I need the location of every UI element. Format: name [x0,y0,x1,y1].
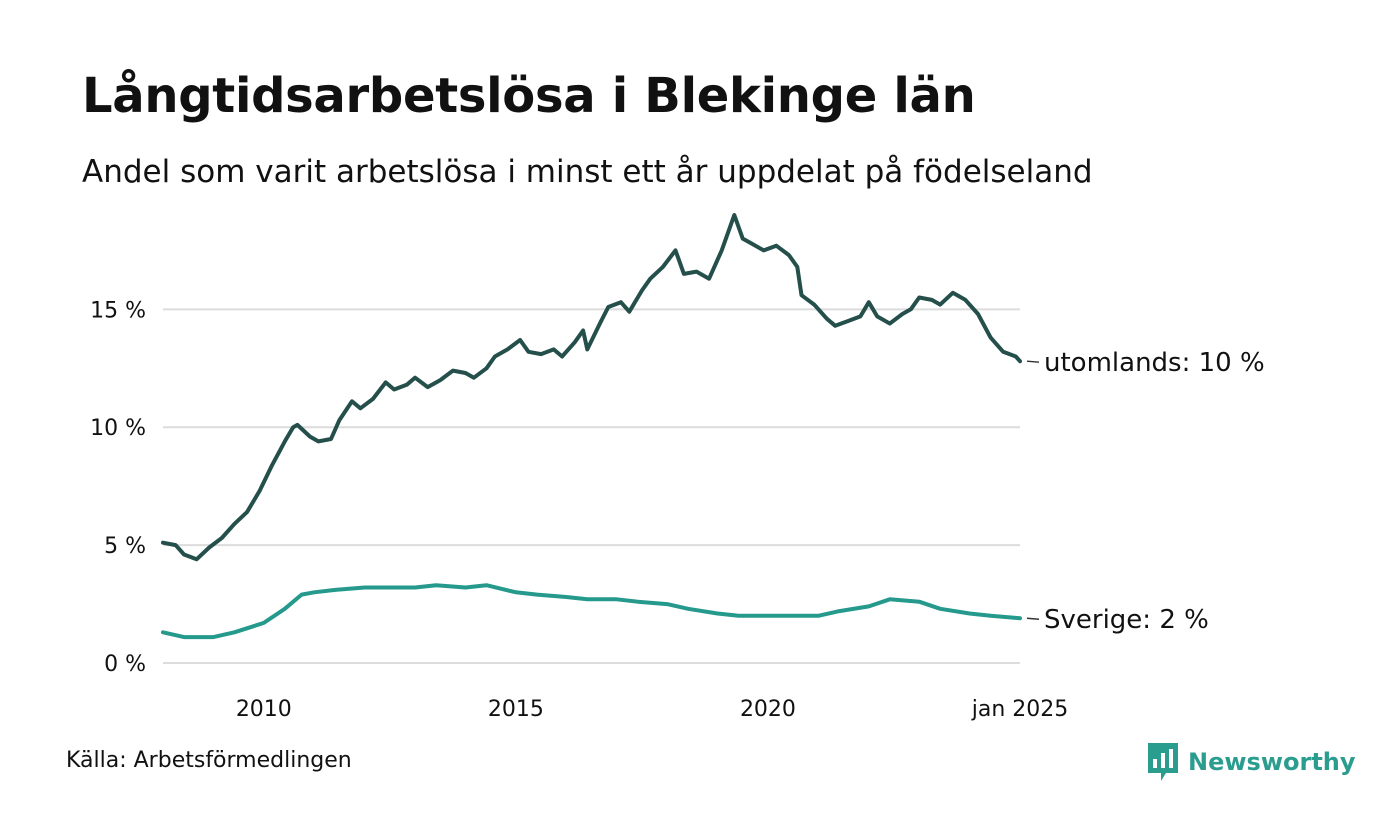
series-end-labels: utomlands: 10 % Sverige: 2 % [1026,348,1265,635]
end-label-sverige: Sverige: 2 % [1044,605,1209,635]
gridlines [163,308,1020,664]
series-line-sverige [161,583,1022,640]
bar-chart-speech-bubble-icon [1148,743,1178,781]
x-tick-label: 2015 [488,697,544,722]
chart-subtitle: Andel som varit arbetslösa i minst ett å… [82,154,1093,190]
x-tick-label: 2010 [236,697,292,722]
y-tick-label: 10 % [90,416,146,441]
x-tick-label: jan 2025 [971,697,1069,722]
x-tick-label: 2020 [740,697,796,722]
source-note: Källa: Arbetsförmedlingen [66,748,352,773]
series-lines [161,213,1022,640]
series-line-utomlands [161,213,1022,562]
brand-logo: Newsworthy [1148,742,1356,782]
end-label-utomlands: utomlands: 10 % [1044,348,1265,378]
x-axis-ticks: 2010 2015 2020 jan 2025 [236,697,1068,722]
end-label-leader [1026,360,1040,363]
end-label-leader [1026,617,1040,620]
y-axis-ticks: 0 % 5 % 10 % 15 % [90,298,146,677]
chart-title: Långtidsarbetslösa i Blekinge län [82,68,976,124]
y-tick-label: 5 % [104,534,146,559]
y-tick-label: 0 % [104,652,146,677]
brand-name: Newsworthy [1188,748,1356,776]
y-tick-label: 15 % [90,298,146,323]
